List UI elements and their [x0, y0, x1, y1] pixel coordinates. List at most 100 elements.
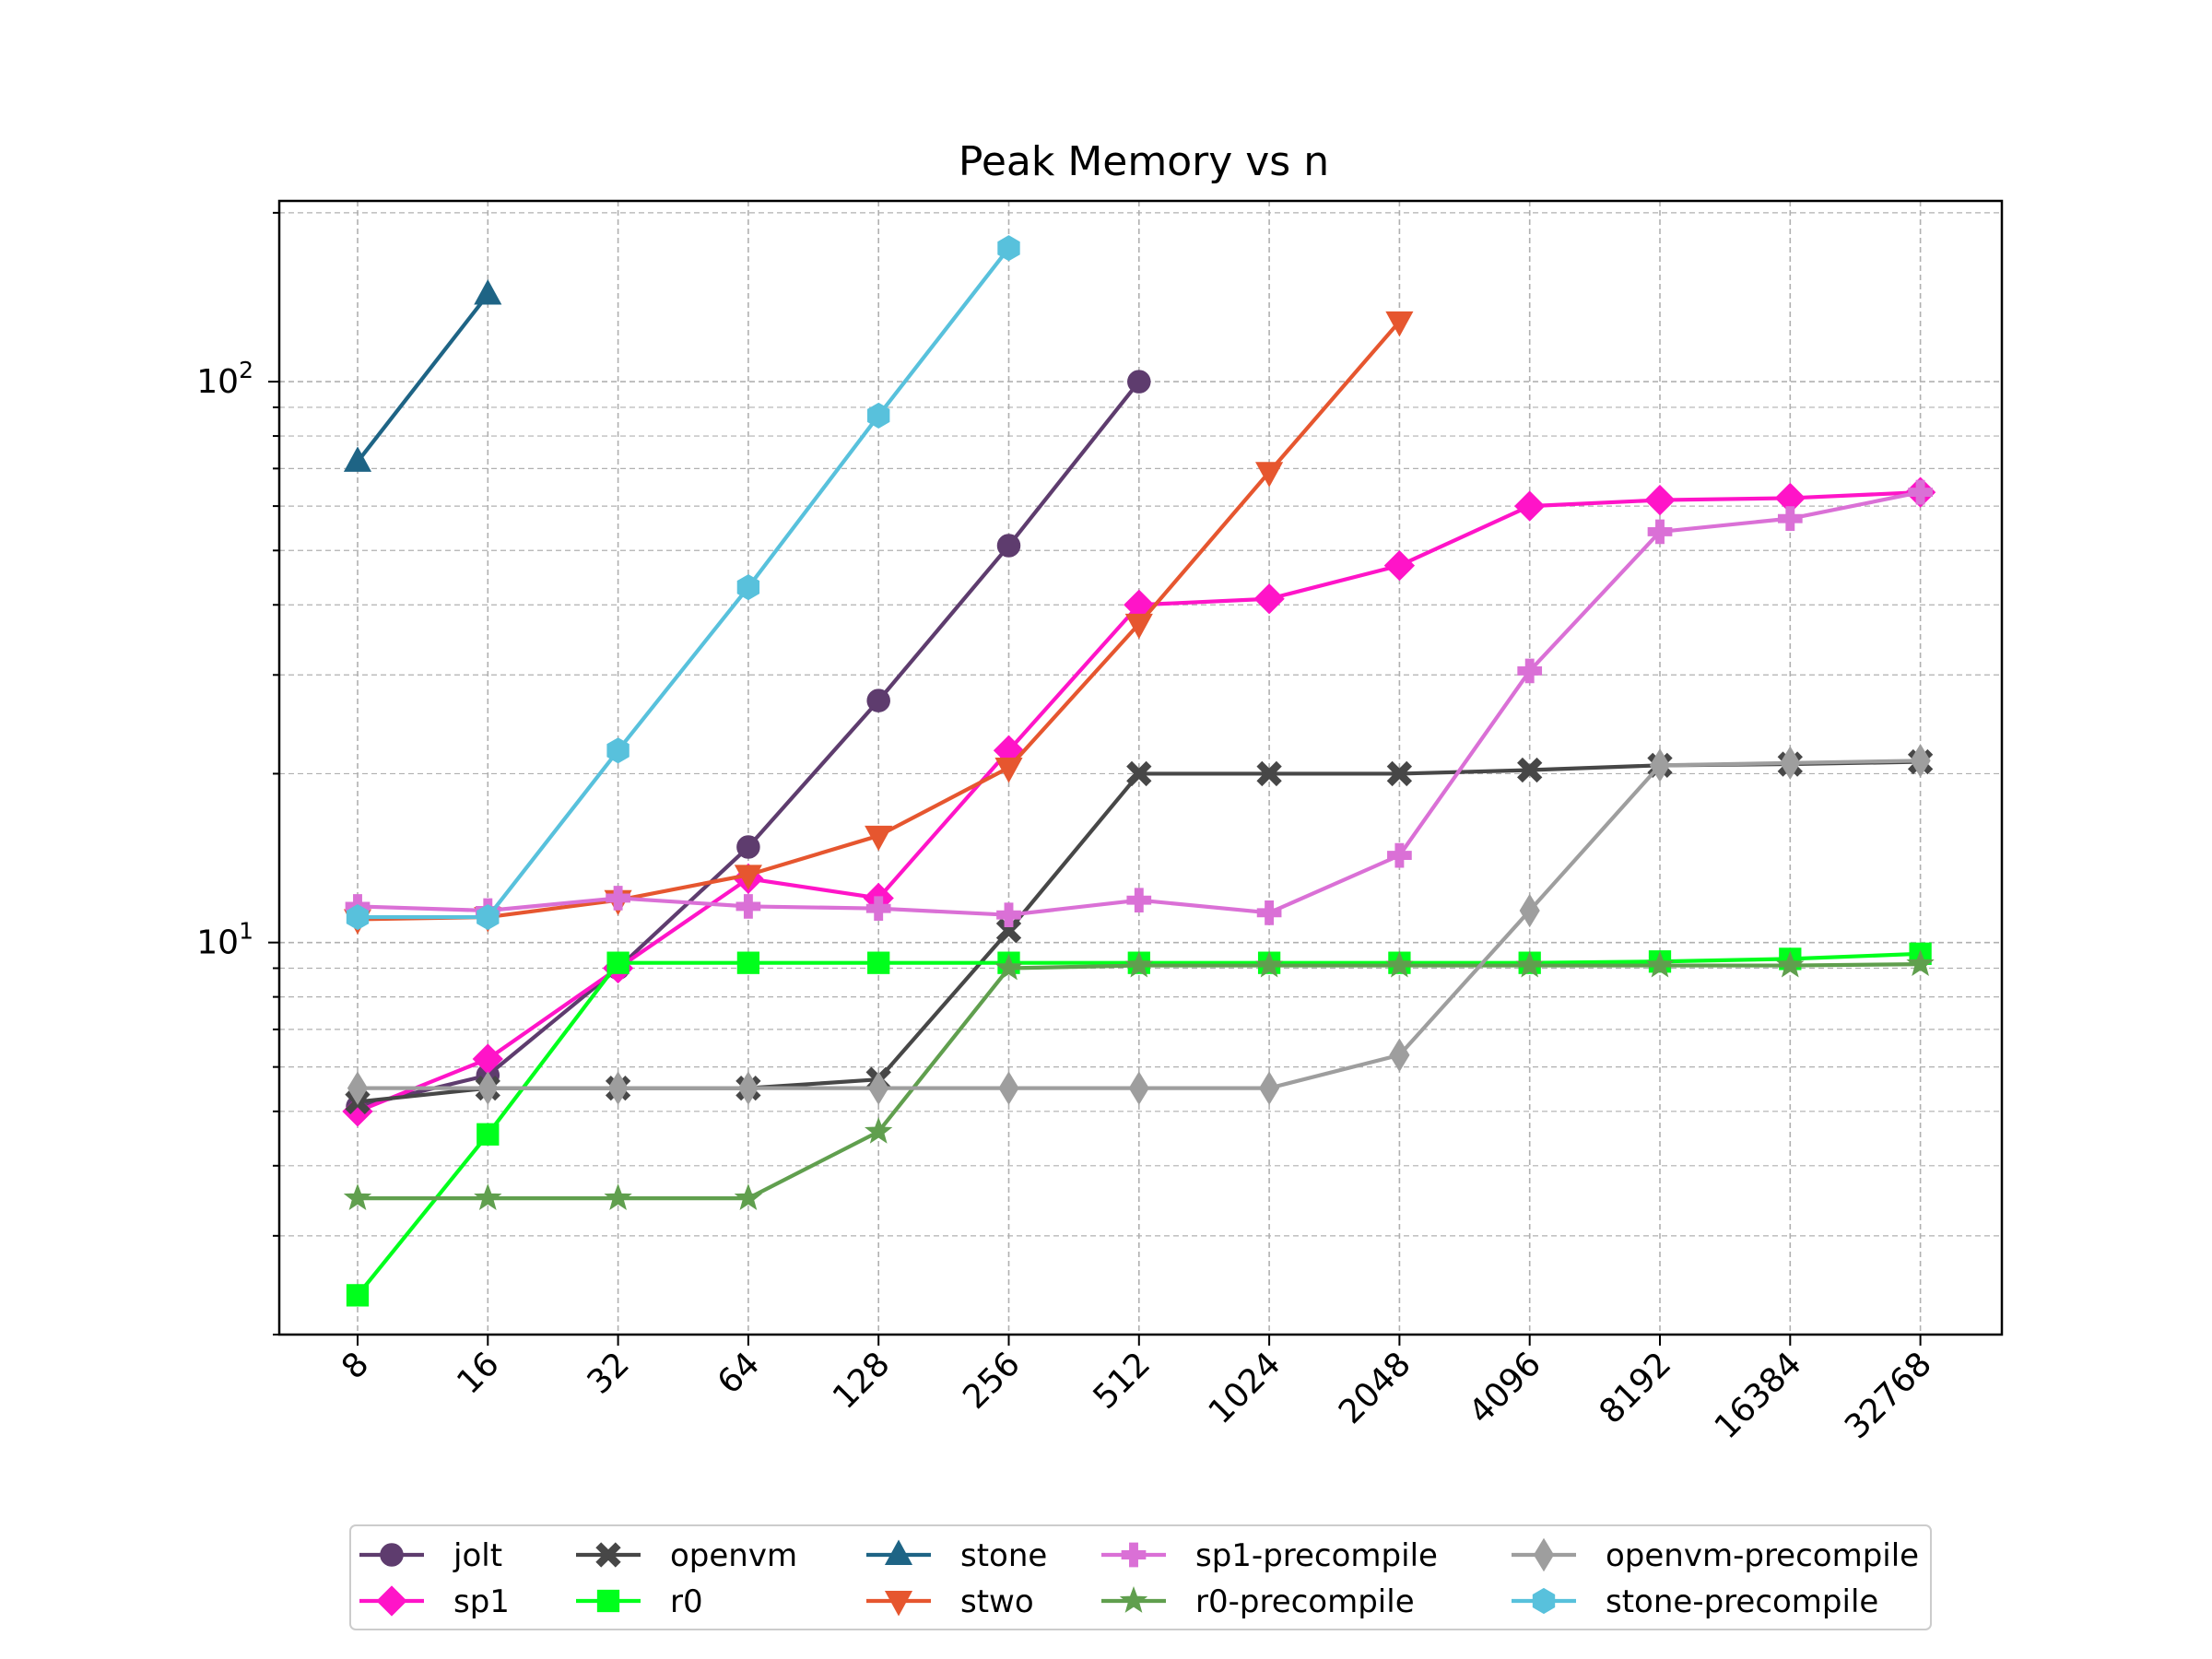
data-point: [474, 1183, 502, 1211]
legend-marker: [1119, 1586, 1148, 1613]
data-point: [1259, 1071, 1280, 1105]
data-point: [347, 1071, 369, 1105]
y-tick-label: 102: [196, 357, 253, 401]
legend-item-openvm-precompile: openvm-precompile: [1512, 1537, 1919, 1574]
legend-label: r0-precompile: [1195, 1583, 1415, 1620]
data-point: [1126, 760, 1152, 787]
legend-label: stone-precompile: [1606, 1583, 1878, 1620]
data-point: [1515, 950, 1544, 978]
data-point: [867, 402, 890, 429]
data-point: [1906, 949, 1935, 977]
data-point: [1389, 1038, 1410, 1072]
legend-item-openvm: openvm: [576, 1537, 797, 1574]
data-point: [736, 574, 760, 601]
legend: jolt sp1 openvm r0 stone stwo sp1-precompile r0…: [349, 1524, 1932, 1630]
data-point: [1910, 744, 1931, 778]
legend-marker: [595, 1542, 621, 1568]
legend-marker: [596, 1589, 620, 1613]
legend-marker: [376, 1585, 407, 1617]
data-point: [346, 1284, 370, 1307]
legend-label: openvm: [670, 1537, 797, 1574]
series-r0-precompile: [343, 949, 1935, 1211]
data-point: [865, 825, 893, 852]
data-point: [1385, 950, 1414, 978]
legend-marker: [1532, 1587, 1556, 1615]
data-point: [868, 1071, 889, 1105]
data-point: [1127, 370, 1151, 394]
legend-label: stone: [960, 1537, 1047, 1574]
data-point: [1256, 900, 1282, 925]
data-point: [1514, 490, 1546, 522]
data-point: [1517, 757, 1543, 783]
data-point: [866, 688, 890, 712]
chart-title: Peak Memory vs n: [959, 138, 1329, 185]
data-point: [1517, 658, 1543, 684]
data-point: [1644, 484, 1676, 516]
data-point: [1124, 950, 1153, 978]
data-point: [736, 835, 760, 859]
data-point: [606, 951, 629, 974]
data-point: [1128, 1071, 1149, 1105]
legend-item-r0-precompile: r0-precompile: [1101, 1583, 1415, 1620]
legend-item-r0: r0: [576, 1583, 703, 1620]
data-point: [1519, 893, 1540, 928]
data-point: [346, 903, 370, 931]
data-point: [865, 896, 891, 922]
data-point: [606, 886, 630, 911]
data-point: [867, 951, 890, 974]
data-point: [996, 534, 1021, 558]
legend-item-stone: stone: [866, 1537, 1047, 1574]
data-point: [994, 953, 1023, 981]
plot-frame: [277, 199, 2004, 1336]
data-point: [474, 278, 502, 305]
data-point: [1124, 613, 1153, 640]
data-point: [1385, 311, 1414, 337]
y-tick-label: 101: [196, 918, 253, 962]
data-point: [734, 865, 762, 890]
legend-marker: [1533, 1537, 1555, 1572]
series-line: [358, 246, 1011, 920]
series-stone-precompile: [346, 235, 1020, 931]
legend-marker: [884, 1591, 913, 1617]
legend-marker: [380, 1543, 404, 1567]
data-point: [1126, 888, 1152, 913]
data-point: [343, 1183, 372, 1211]
data-point: [1387, 842, 1412, 868]
data-point: [607, 1071, 629, 1105]
series-line: [356, 293, 489, 464]
series-openvm-precompile: [347, 744, 1931, 1105]
series-layer: [342, 235, 1936, 1307]
data-point: [998, 1071, 1019, 1105]
data-point: [1383, 549, 1416, 582]
legend-item-sp1-precompile: sp1-precompile: [1101, 1537, 1438, 1574]
data-point: [736, 951, 760, 974]
data-point: [734, 1183, 763, 1211]
data-point: [477, 1123, 500, 1146]
data-point: [994, 757, 1023, 783]
data-point: [477, 1071, 499, 1105]
legend-marker: [1121, 1542, 1147, 1568]
data-point: [1649, 748, 1671, 782]
data-point: [1254, 950, 1284, 978]
data-point: [1255, 462, 1284, 488]
legend-label: r0: [670, 1583, 703, 1620]
data-point: [1386, 760, 1413, 787]
data-point: [1780, 746, 1801, 781]
legend-label: sp1-precompile: [1195, 1537, 1438, 1574]
data-point: [1777, 506, 1803, 532]
data-point: [343, 446, 372, 472]
legend-item-sp1: sp1: [359, 1583, 510, 1620]
series-stone: [343, 278, 502, 472]
data-point: [997, 235, 1020, 262]
legend-label: stwo: [960, 1583, 1034, 1620]
legend-label: sp1: [453, 1583, 510, 1620]
data-point: [1776, 950, 1805, 978]
data-point: [995, 918, 1022, 944]
data-point: [737, 1071, 759, 1105]
legend-item-stone-precompile: stone-precompile: [1512, 1583, 1878, 1620]
data-point: [606, 737, 629, 764]
data-point: [735, 894, 761, 919]
data-point: [1647, 519, 1673, 545]
